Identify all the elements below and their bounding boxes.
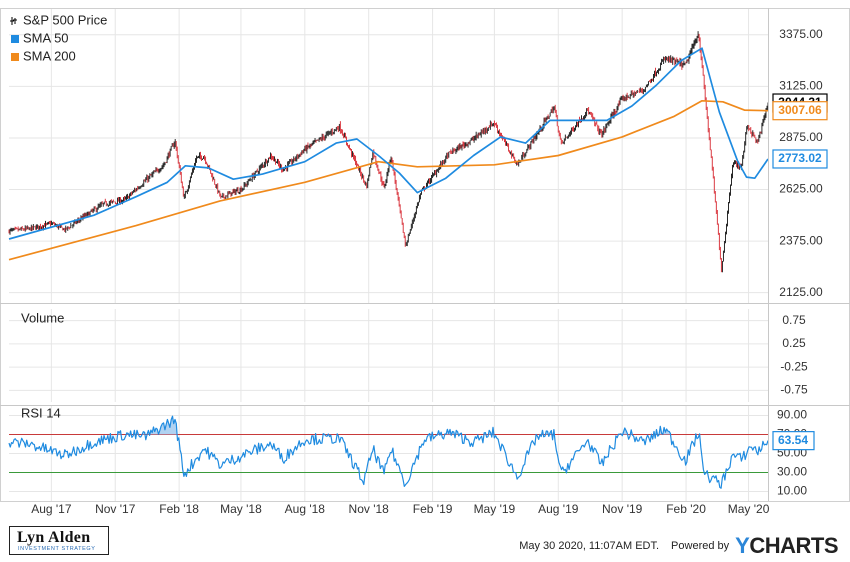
timestamp: May 30 2020, 11:07AM EDT. xyxy=(519,540,660,552)
rsi-line xyxy=(8,415,769,489)
x-tick-label: May '20 xyxy=(728,502,770,516)
price-plot-frame xyxy=(9,9,768,303)
y-tick-label: 90.00 xyxy=(777,408,807,422)
y-tick-label: 0.25 xyxy=(782,336,806,350)
volume-panel: 0.75 0.25 -0.25 -0.75 Volume xyxy=(9,309,808,402)
x-axis: Aug '17 Nov '17 Feb '18 May '18 Aug '18 Nov '… xyxy=(31,502,770,516)
legend-entry[interactable]: SMA 200 xyxy=(23,48,76,63)
lyn-alden-logo: Lyn Alden INVESTMENT STRATEGY xyxy=(9,526,109,555)
legend-entry[interactable]: SMA 50 xyxy=(23,30,69,45)
logo-tagline: INVESTMENT STRATEGY xyxy=(18,546,96,552)
y-tick-label: 10.00 xyxy=(777,484,807,498)
chart-footer: May 30 2020, 11:07AM EDT. Powered by YCH… xyxy=(519,533,838,559)
y-tick-label: 2625.00 xyxy=(779,182,823,196)
x-tick-label: Nov '19 xyxy=(602,502,643,516)
price-legend: S&P 500 Price SMA 50 SMA 200 xyxy=(10,12,107,63)
y-tick-label: 3125.00 xyxy=(779,79,823,93)
value-label-box xyxy=(772,101,828,121)
x-tick-label: Feb '19 xyxy=(413,502,453,516)
x-tick-label: Feb '18 xyxy=(159,502,199,516)
y-tick-label: -0.75 xyxy=(780,383,808,397)
y-tick-label: 3375.00 xyxy=(779,27,823,41)
x-tick-label: May '19 xyxy=(474,502,516,516)
value-label: 2773.02 xyxy=(778,151,822,165)
ycharts-logo[interactable]: YCHARTS xyxy=(735,533,838,559)
y-tick-label: 30.00 xyxy=(777,465,807,479)
volume-plot-frame xyxy=(9,309,768,402)
x-tick-label: Aug '19 xyxy=(538,502,579,516)
legend-swatch xyxy=(11,35,19,43)
ycharts-logo-y: Y xyxy=(735,533,750,558)
sma200-line xyxy=(8,99,769,261)
powered-by-text: Powered by xyxy=(671,540,730,552)
legend-entry[interactable]: S&P 500 Price xyxy=(23,12,107,27)
y-tick-label: 2125.00 xyxy=(779,285,823,299)
legend-swatch xyxy=(11,53,19,61)
x-tick-label: May '18 xyxy=(220,502,262,516)
value-label: 3007.06 xyxy=(778,103,822,117)
sma50-line xyxy=(8,47,769,240)
legend-entry[interactable]: Volume xyxy=(21,310,64,325)
y-tick-label: 2875.00 xyxy=(779,130,823,144)
candlestick-icon xyxy=(10,17,17,25)
legend-entry[interactable]: RSI 14 xyxy=(21,405,61,420)
price-panel: 3375.00 3125.00 2875.00 2625.00 2375.00 2125.… xyxy=(8,9,828,303)
y-tick-label: 0.75 xyxy=(782,313,806,327)
x-tick-label: Feb '20 xyxy=(666,502,706,516)
y-tick-label: 2375.00 xyxy=(779,233,823,247)
ycharts-logo-rest: CHARTS xyxy=(749,533,838,558)
x-tick-label: Nov '17 xyxy=(95,502,136,516)
value-label-box xyxy=(772,149,828,169)
y-tick-label: -0.25 xyxy=(780,359,808,373)
x-tick-label: Aug '17 xyxy=(31,502,72,516)
logo-name: Lyn Alden xyxy=(17,529,91,546)
x-tick-label: Aug '18 xyxy=(285,502,326,516)
value-label: 63.54 xyxy=(778,433,808,447)
x-tick-label: Nov '18 xyxy=(349,502,390,516)
value-label-box xyxy=(772,431,815,451)
